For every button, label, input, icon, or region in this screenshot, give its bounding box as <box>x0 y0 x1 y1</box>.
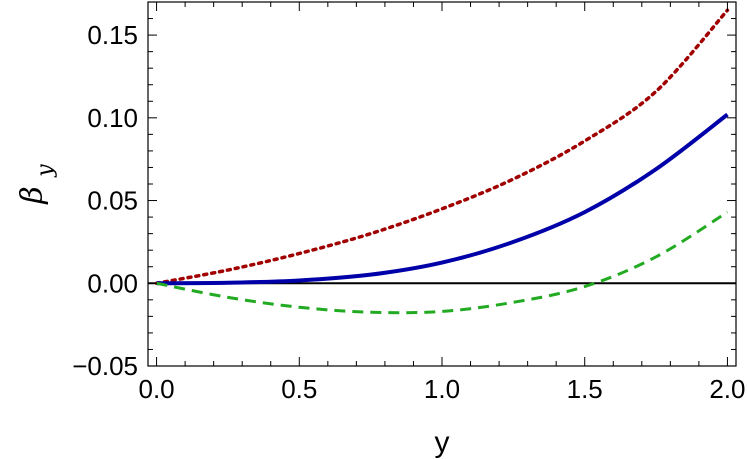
y-axis-title-subscript: y <box>33 164 58 178</box>
plot-area <box>148 8 736 315</box>
series-line-dotted <box>154 8 730 286</box>
series-line-solid <box>156 112 729 286</box>
x-tick-label: 0.5 <box>281 374 317 404</box>
svg-text:β y: β y <box>15 164 58 205</box>
x-tick-label: 0.0 <box>138 374 174 404</box>
plot-border <box>147 1 737 367</box>
x-tick-label: 2.0 <box>709 374 745 404</box>
y-tick-label: 0.15 <box>87 20 138 50</box>
x-tick-label: 1.0 <box>424 374 460 404</box>
y-tick-label: 0.10 <box>87 103 138 133</box>
y-tick-label: −0.05 <box>72 351 138 381</box>
y-axis-title-symbol: β <box>15 186 50 204</box>
y-axis-title: β y <box>15 164 58 205</box>
series-line-dashed <box>156 210 729 315</box>
y-axis: −0.05 0.00 0.05 0.10 0.15 <box>72 1 736 381</box>
x-axis-title: y <box>435 426 450 459</box>
y-tick-label: 0.00 <box>87 268 138 298</box>
x-axis: 0.0 0.5 1.0 1.5 2.0 <box>138 2 746 404</box>
y-tick-label: 0.05 <box>87 186 138 216</box>
plot-frame <box>147 1 737 367</box>
x-tick-label: 1.5 <box>567 374 603 404</box>
